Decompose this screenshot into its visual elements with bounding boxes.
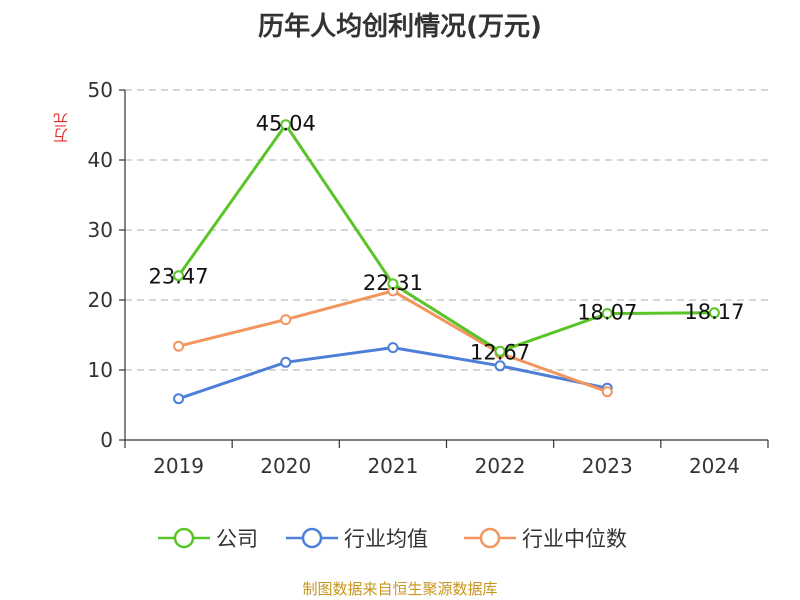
series-0-point-2019 (173, 270, 185, 282)
x-tick-label-2022: 2022 (475, 454, 526, 478)
series-0-point-2023 (601, 308, 613, 320)
legend-label-company: 公司 (216, 527, 258, 551)
x-tick-label-2019: 2019 (153, 454, 204, 478)
series-1-point-2021 (387, 342, 399, 354)
footer-source: 制图数据来自恒生聚源数据库 (302, 580, 498, 598)
legend-marker-industry-average (286, 527, 338, 549)
series-layer (173, 119, 720, 405)
data-label-2022: 12.67 (470, 340, 530, 364)
legend-marker-industry-median (464, 527, 516, 549)
legend-item-company[interactable]: 公司 (158, 520, 258, 556)
data-label-2020: 45.04 (256, 112, 316, 136)
y-tick-label-20: 20 (88, 288, 113, 312)
data-label-2024: 18.17 (684, 300, 744, 324)
legend-marker-company (158, 527, 210, 549)
legend-item-industry-average[interactable]: 行业均值 (286, 520, 428, 556)
legend-label-industry-average: 行业均值 (344, 527, 428, 551)
series-line-0 (177, 123, 715, 353)
series-0-point-2021 (387, 278, 399, 290)
x-tick-label-2020: 2020 (260, 454, 311, 478)
data-labels: 23.47 45.04 22.31 12.67 18.07 18.17 (149, 112, 745, 365)
data-label-2019: 23.47 (149, 265, 209, 289)
series-2-point-2020 (280, 314, 292, 326)
grid-lines (125, 89, 768, 371)
y-tick-label-30: 30 (88, 218, 113, 242)
data-label-2023: 18.07 (577, 301, 637, 325)
legend: 公司 行业均值 行业中位数 (0, 520, 800, 556)
x-tick-label-2024: 2024 (689, 454, 740, 478)
y-tick-label-0: 0 (100, 428, 113, 452)
data-label-2021: 22.31 (363, 271, 423, 295)
y-tick-label-40: 40 (88, 148, 113, 172)
y-tick-label-50: 50 (88, 78, 113, 102)
chart-title: 历年人均创利情况(万元) (258, 12, 542, 42)
series-0-point-2024 (708, 307, 720, 319)
series-2-point-2023 (601, 386, 613, 398)
series-0-point-2020 (280, 119, 292, 131)
legend-label-industry-median: 行业中位数 (522, 527, 627, 551)
series-2-point-2019 (173, 340, 185, 352)
y-tick-label-10: 10 (88, 358, 113, 382)
series-1-point-2022 (494, 360, 506, 372)
x-tick-label-2023: 2023 (582, 454, 633, 478)
series-1-point-2020 (280, 356, 292, 368)
axes: 0 10 20 30 40 50 2019 2020 2021 2022 2023 2024 (88, 78, 769, 478)
series-line-1 (178, 346, 608, 401)
x-tick-label-2021: 2021 (367, 454, 418, 478)
series-1-point-2019 (173, 393, 185, 405)
series-0-point-2022 (494, 345, 506, 357)
legend-item-industry-median[interactable]: 行业中位数 (464, 520, 627, 556)
